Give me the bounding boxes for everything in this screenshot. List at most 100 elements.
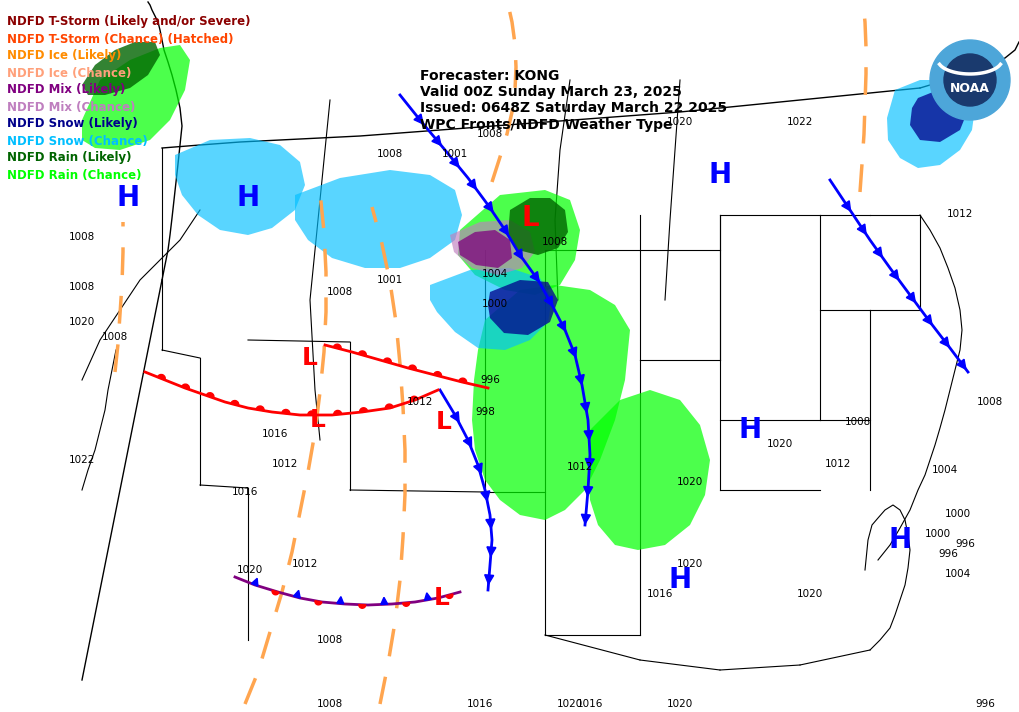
Text: 1012: 1012 <box>824 459 851 469</box>
Text: Issued: 0648Z Saturday March 22 2025: Issued: 0648Z Saturday March 22 2025 <box>420 101 728 115</box>
Polygon shape <box>581 402 590 412</box>
Text: L: L <box>521 204 539 232</box>
Text: 1004: 1004 <box>945 569 971 579</box>
Polygon shape <box>485 575 493 584</box>
Text: NDFD Snow (Likely): NDFD Snow (Likely) <box>7 117 138 130</box>
Wedge shape <box>308 411 316 415</box>
Text: WPC Fronts/NDFD Weather Type: WPC Fronts/NDFD Weather Type <box>420 118 673 132</box>
Text: 1012: 1012 <box>407 397 433 407</box>
Wedge shape <box>385 404 393 409</box>
Text: 1016: 1016 <box>231 487 258 497</box>
Text: NDFD Snow (Chance): NDFD Snow (Chance) <box>7 135 148 147</box>
Wedge shape <box>410 397 418 402</box>
Polygon shape <box>576 375 584 384</box>
Text: 1008: 1008 <box>542 237 569 247</box>
Text: 1020: 1020 <box>69 317 95 327</box>
Polygon shape <box>467 179 476 189</box>
Wedge shape <box>360 408 368 412</box>
Text: 1016: 1016 <box>467 699 493 709</box>
Text: L: L <box>436 410 452 434</box>
Wedge shape <box>315 601 322 605</box>
Text: 1001: 1001 <box>377 275 404 285</box>
Text: NOAA: NOAA <box>950 81 989 95</box>
Text: 1020: 1020 <box>666 117 693 127</box>
Text: 1004: 1004 <box>931 465 958 475</box>
Wedge shape <box>409 365 417 370</box>
Text: 1020: 1020 <box>677 559 703 569</box>
Text: 1020: 1020 <box>666 699 693 709</box>
Text: 1000: 1000 <box>945 509 971 519</box>
Wedge shape <box>359 351 366 356</box>
Text: 998: 998 <box>475 407 495 417</box>
Polygon shape <box>414 114 423 124</box>
Text: H: H <box>708 161 732 189</box>
Wedge shape <box>181 384 190 389</box>
Polygon shape <box>514 249 523 259</box>
Polygon shape <box>481 491 490 501</box>
Polygon shape <box>584 431 593 440</box>
Text: 1012: 1012 <box>567 462 593 472</box>
Polygon shape <box>499 225 508 235</box>
Text: 1008: 1008 <box>845 417 871 427</box>
Text: Forecaster: KONG: Forecaster: KONG <box>420 69 559 83</box>
Text: NDFD Ice (Likely): NDFD Ice (Likely) <box>7 50 121 63</box>
Polygon shape <box>923 315 932 325</box>
Wedge shape <box>334 410 341 415</box>
Polygon shape <box>432 135 441 145</box>
Polygon shape <box>557 321 566 331</box>
Text: H: H <box>889 526 912 554</box>
Text: 1012: 1012 <box>947 209 973 219</box>
Polygon shape <box>464 436 472 447</box>
Polygon shape <box>890 270 899 280</box>
Wedge shape <box>158 375 165 380</box>
Wedge shape <box>446 594 452 598</box>
Text: 1016: 1016 <box>262 429 288 439</box>
Text: 1020: 1020 <box>556 699 583 709</box>
Polygon shape <box>487 547 496 556</box>
Text: 1000: 1000 <box>925 529 951 539</box>
Polygon shape <box>842 201 851 211</box>
Polygon shape <box>449 157 459 167</box>
Text: 1001: 1001 <box>442 149 468 159</box>
Text: Valid 00Z Sunday March 23, 2025: Valid 00Z Sunday March 23, 2025 <box>420 85 682 99</box>
Text: 1020: 1020 <box>797 589 823 599</box>
Text: 1000: 1000 <box>482 299 508 309</box>
Polygon shape <box>857 224 866 234</box>
Text: 1008: 1008 <box>69 232 95 242</box>
Text: H: H <box>668 566 692 594</box>
Polygon shape <box>486 519 495 528</box>
Polygon shape <box>585 459 594 468</box>
Text: 1020: 1020 <box>767 439 793 449</box>
Wedge shape <box>434 372 441 377</box>
Polygon shape <box>252 578 258 586</box>
Text: 1008: 1008 <box>317 699 343 709</box>
Wedge shape <box>359 604 366 608</box>
Text: H: H <box>236 184 260 212</box>
Text: 1022: 1022 <box>787 117 813 127</box>
Text: 1020: 1020 <box>236 565 263 575</box>
Polygon shape <box>582 514 590 523</box>
Circle shape <box>930 40 1010 120</box>
Text: NDFD Rain (Chance): NDFD Rain (Chance) <box>7 169 142 182</box>
Polygon shape <box>530 271 539 281</box>
Text: 1008: 1008 <box>69 282 95 292</box>
Wedge shape <box>282 409 289 414</box>
Text: 1012: 1012 <box>291 559 318 569</box>
Polygon shape <box>957 360 966 370</box>
Text: 1008: 1008 <box>477 129 503 139</box>
Polygon shape <box>425 593 431 600</box>
Text: NDFD Rain (Likely): NDFD Rain (Likely) <box>7 152 131 164</box>
Wedge shape <box>272 590 279 595</box>
Wedge shape <box>206 393 214 398</box>
Polygon shape <box>873 247 882 257</box>
Polygon shape <box>569 347 577 357</box>
Text: NDFD Ice (Chance): NDFD Ice (Chance) <box>7 66 131 80</box>
Text: 996: 996 <box>480 375 500 385</box>
Text: L: L <box>310 408 326 432</box>
Wedge shape <box>459 378 467 383</box>
Polygon shape <box>474 463 482 473</box>
Polygon shape <box>544 296 552 306</box>
Text: 1008: 1008 <box>317 635 343 645</box>
Polygon shape <box>940 337 949 347</box>
Text: NDFD Mix (Chance): NDFD Mix (Chance) <box>7 100 136 113</box>
